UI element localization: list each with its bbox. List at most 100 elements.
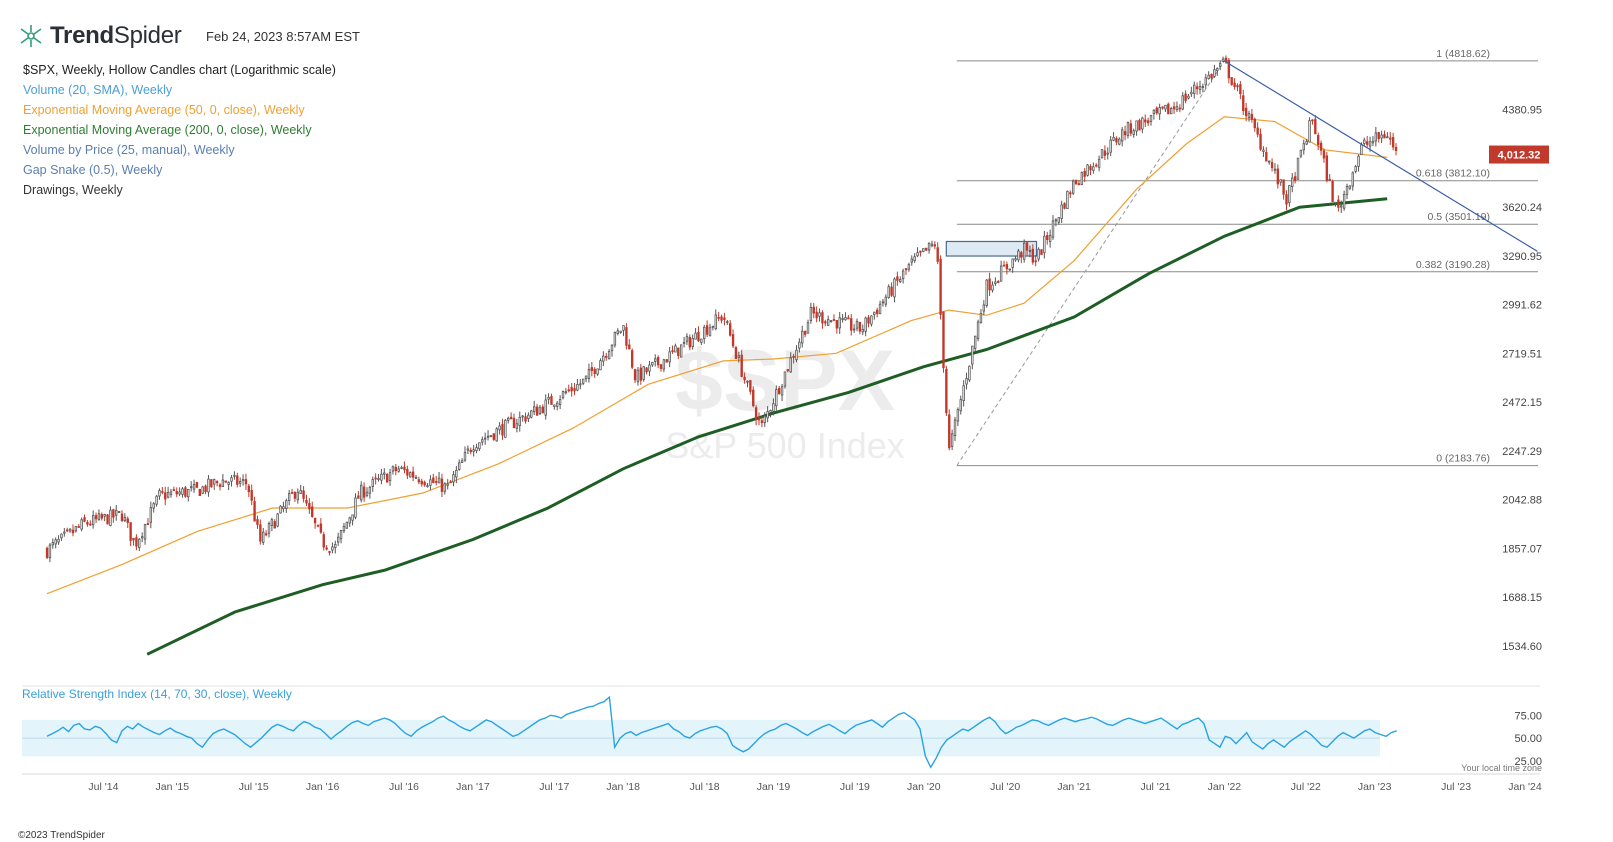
indicator-legend-item[interactable]: Gap Snake (0.5), Weekly bbox=[23, 163, 163, 177]
candle-body bbox=[878, 303, 882, 315]
candle-body bbox=[835, 320, 839, 329]
candle-body bbox=[752, 389, 755, 407]
candle-body bbox=[362, 486, 366, 498]
indicator-legend-item[interactable]: Volume (20, SMA), Weekly bbox=[23, 83, 173, 97]
x-axis-tick-label: Jul '18 bbox=[690, 781, 720, 793]
candle-body bbox=[253, 501, 256, 522]
candle-body bbox=[394, 466, 398, 472]
candle-body bbox=[1158, 107, 1161, 115]
candle-body bbox=[178, 491, 181, 495]
candle-body bbox=[313, 517, 317, 524]
candle-body bbox=[215, 481, 219, 484]
candle-body bbox=[691, 337, 694, 347]
candle-body bbox=[342, 525, 346, 532]
candle-body bbox=[553, 404, 556, 407]
candle-body bbox=[1340, 205, 1343, 208]
candle-body bbox=[1216, 67, 1219, 72]
candle-body bbox=[175, 491, 178, 495]
candle-body bbox=[1342, 193, 1346, 209]
candle-body bbox=[501, 423, 504, 436]
candle-body bbox=[1057, 217, 1060, 223]
candle-body bbox=[671, 350, 674, 353]
indicator-legend-item[interactable]: Volume by Price (25, manual), Weekly bbox=[23, 143, 235, 157]
indicator-legend-item[interactable]: $SPX, Weekly, Hollow Candles chart (Loga… bbox=[23, 63, 336, 77]
candle-body bbox=[1273, 168, 1277, 171]
candle-body bbox=[933, 244, 937, 247]
candle-body bbox=[956, 409, 960, 422]
candle-body bbox=[651, 361, 654, 366]
candle-body bbox=[135, 537, 138, 547]
candle-body bbox=[705, 325, 709, 335]
candle-body bbox=[844, 317, 847, 321]
candle-body bbox=[801, 330, 804, 344]
candle-body bbox=[850, 318, 853, 331]
candle-body bbox=[1135, 120, 1138, 132]
candle-body bbox=[1051, 220, 1055, 238]
candle-body bbox=[198, 488, 202, 496]
candle-body bbox=[561, 391, 565, 399]
candle-body bbox=[357, 495, 360, 499]
candle-body bbox=[91, 515, 95, 526]
candle-body bbox=[847, 317, 850, 320]
candle-body bbox=[218, 484, 222, 487]
candle-body bbox=[1092, 166, 1095, 171]
candle-body bbox=[1060, 204, 1063, 219]
candle-body bbox=[1095, 164, 1098, 167]
candle-body bbox=[783, 371, 787, 387]
candle-body bbox=[780, 386, 784, 396]
candle-body bbox=[1293, 176, 1297, 182]
candle-body bbox=[1146, 120, 1150, 124]
candle-body bbox=[607, 351, 611, 360]
candle-body bbox=[1106, 152, 1109, 155]
candle-body bbox=[143, 524, 147, 540]
candle-body bbox=[532, 406, 536, 413]
candle-body bbox=[388, 472, 392, 482]
candle-body bbox=[86, 521, 89, 525]
candle-body bbox=[1391, 137, 1395, 148]
candle-body bbox=[103, 514, 106, 517]
candle-body bbox=[458, 462, 461, 470]
candle-body bbox=[1319, 142, 1323, 151]
candle-body bbox=[138, 538, 141, 548]
candle-body bbox=[397, 468, 400, 472]
candle-body bbox=[129, 522, 132, 541]
candle-body bbox=[538, 407, 542, 415]
brand-name-light: Spider bbox=[113, 22, 182, 49]
candle-body bbox=[267, 523, 271, 534]
candle-body bbox=[504, 419, 507, 438]
candle-body bbox=[1066, 191, 1069, 209]
indicator-legend-item[interactable]: Exponential Moving Average (200, 0, clos… bbox=[23, 123, 312, 137]
candle-body bbox=[1181, 95, 1184, 110]
candle-body bbox=[1383, 134, 1386, 139]
candle-body bbox=[743, 376, 746, 381]
candle-body bbox=[423, 481, 426, 486]
candle-body bbox=[530, 410, 533, 418]
candle-body bbox=[1270, 162, 1274, 169]
y-axis-tick-label: 2719.51 bbox=[1502, 348, 1542, 360]
x-axis-tick-label: Jul '23 bbox=[1441, 781, 1471, 793]
candle-body bbox=[187, 489, 190, 498]
candle-body bbox=[1311, 119, 1314, 122]
candle-body bbox=[910, 258, 913, 263]
indicator-legend-item[interactable]: Drawings, Weekly bbox=[23, 183, 123, 197]
candle-body bbox=[884, 296, 888, 305]
candle-body bbox=[1141, 117, 1144, 130]
candle-body bbox=[432, 477, 435, 483]
candle-body bbox=[1109, 139, 1112, 153]
candle-body bbox=[1279, 179, 1282, 183]
candle-body bbox=[795, 349, 798, 361]
candle-body bbox=[734, 347, 738, 359]
candle-body bbox=[250, 490, 253, 501]
candle-body bbox=[325, 547, 328, 550]
trendspider-logo-icon bbox=[20, 25, 42, 47]
candle-body bbox=[247, 485, 251, 493]
candle-body bbox=[573, 388, 576, 392]
candle-body bbox=[285, 500, 288, 509]
rsi-axis-tick-label: 25.00 bbox=[1514, 756, 1542, 768]
gap-snake-box bbox=[945, 240, 1038, 257]
candle-body bbox=[541, 406, 545, 414]
candle-body bbox=[89, 523, 92, 526]
candle-body bbox=[45, 547, 49, 559]
indicator-legend-item[interactable]: Exponential Moving Average (50, 0, close… bbox=[23, 103, 305, 117]
